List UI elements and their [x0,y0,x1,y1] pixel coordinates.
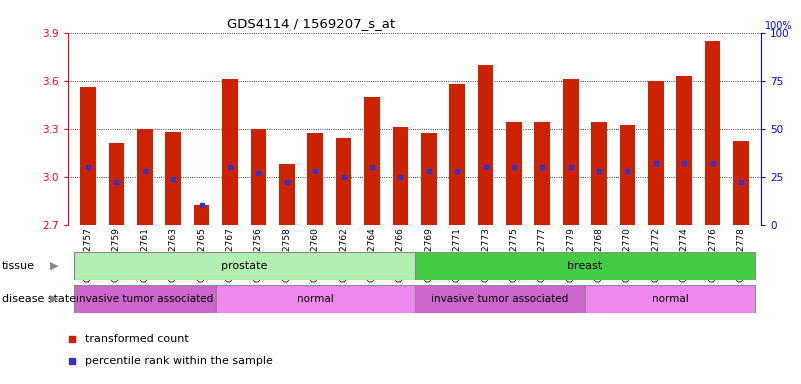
Text: prostate: prostate [221,261,268,271]
Bar [415,285,585,313]
Bar [336,138,352,225]
Bar [308,134,323,225]
Text: normal: normal [652,294,688,304]
Bar [74,285,215,313]
Bar [279,164,295,225]
Bar [677,76,692,225]
Bar [251,129,266,225]
Text: invasive tumor associated: invasive tumor associated [76,294,213,304]
Text: disease state: disease state [2,294,76,304]
Bar [80,87,96,225]
Text: 100%: 100% [765,21,793,31]
Bar [620,126,635,225]
Text: normal: normal [296,294,333,304]
Bar [563,79,578,225]
Text: breast: breast [567,261,602,271]
Bar [74,252,415,280]
Bar [648,81,664,225]
Text: tissue: tissue [2,261,34,271]
Bar [215,285,415,313]
Bar [585,285,755,313]
Text: ▶: ▶ [50,261,58,271]
Bar [421,134,437,225]
Bar [415,252,755,280]
Bar [165,132,181,225]
Bar [109,143,124,225]
Bar [591,122,607,225]
Bar [733,141,749,225]
Bar [705,41,720,225]
Bar [392,127,409,225]
Bar [364,97,380,225]
Text: percentile rank within the sample: percentile rank within the sample [86,356,273,366]
Bar [449,84,465,225]
Bar [137,129,152,225]
Text: invasive tumor associated: invasive tumor associated [431,294,569,304]
Bar [194,205,209,225]
Text: ▶: ▶ [50,294,58,304]
Bar [506,122,521,225]
Bar [534,122,550,225]
Bar [222,79,238,225]
Bar [477,65,493,225]
Title: GDS4114 / 1569207_s_at: GDS4114 / 1569207_s_at [227,17,395,30]
Text: transformed count: transformed count [86,334,189,344]
